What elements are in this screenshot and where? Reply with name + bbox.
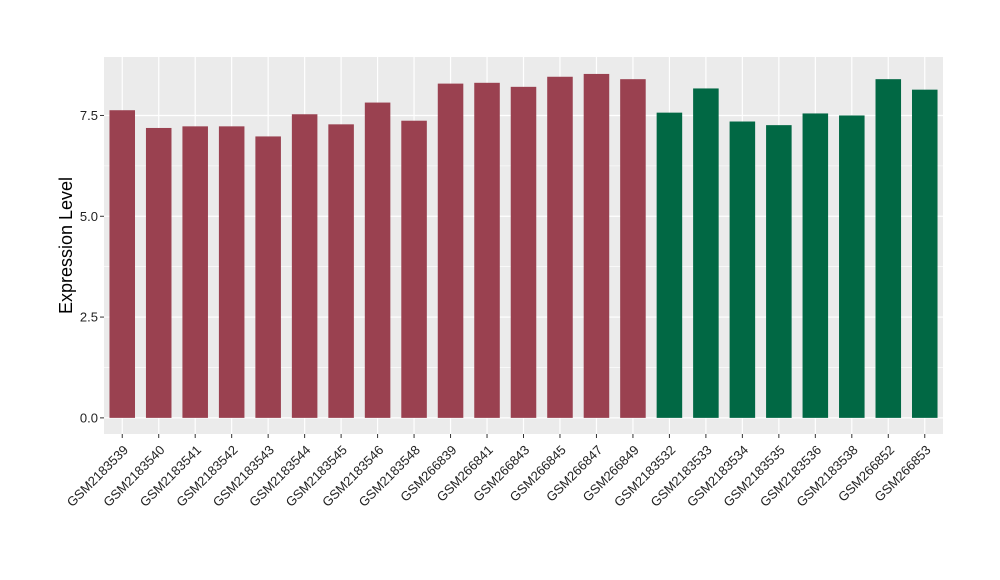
bar-GSM2183539 bbox=[109, 110, 136, 418]
bar-GSM2183538 bbox=[839, 115, 865, 418]
bar-GSM2183545 bbox=[328, 124, 354, 418]
bar-GSM2183542 bbox=[218, 126, 245, 418]
bar-GSM2183544 bbox=[291, 114, 318, 418]
bar-GSM2183540 bbox=[145, 127, 172, 418]
bars bbox=[109, 73, 938, 418]
y-tick-label: 5.0 bbox=[80, 209, 98, 224]
bar-GSM2183548 bbox=[401, 120, 427, 418]
bar-GSM2183535 bbox=[766, 125, 792, 418]
bar-GSM266849 bbox=[620, 79, 646, 418]
bar-GSM2183534 bbox=[729, 121, 756, 418]
y-tick-label: 7.5 bbox=[80, 108, 98, 123]
bar-GSM266853 bbox=[911, 89, 938, 418]
y-tick-label: 0.0 bbox=[80, 410, 98, 425]
bar-GSM266841 bbox=[474, 82, 500, 418]
bar-GSM266852 bbox=[875, 79, 902, 418]
bar-GSM2183533 bbox=[693, 88, 719, 418]
bar-GSM2183536 bbox=[802, 113, 829, 418]
y-tick-label: 2.5 bbox=[80, 310, 98, 325]
y-axis: 0.0 2.5 5.0 7.5 bbox=[80, 108, 104, 425]
bar-GSM266845 bbox=[547, 76, 573, 418]
bar-GSM266839 bbox=[437, 83, 464, 418]
x-tick-label: GSM2183539 bbox=[64, 442, 131, 509]
bar-GSM2183532 bbox=[656, 112, 683, 418]
bar-GSM2183541 bbox=[182, 126, 208, 418]
bar-GSM2183543 bbox=[255, 136, 281, 418]
bar-GSM2183546 bbox=[364, 102, 391, 418]
y-axis-title: Expression Level bbox=[56, 177, 76, 314]
bar-GSM266847 bbox=[583, 73, 610, 418]
bar-GSM266843 bbox=[510, 86, 537, 418]
x-axis: GSM2183539GSM2183540GSM2183541GSM2183542… bbox=[64, 434, 934, 510]
